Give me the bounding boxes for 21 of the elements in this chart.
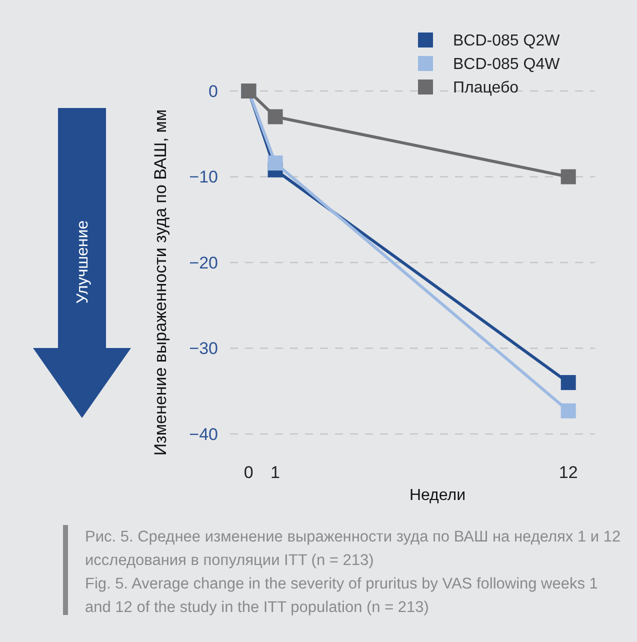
point xyxy=(268,109,283,124)
caption: Fig. 5. Average change in the severity of pruritus by VAS following weeks 1 and 12 of the study in the ITT population (n = 213) xyxy=(85,575,598,616)
x-tick-label: 0 xyxy=(244,462,254,482)
x-axis-title: Недели xyxy=(409,487,466,504)
y-tick-label: −20 xyxy=(189,253,218,272)
x-tick-label: 12 xyxy=(558,462,578,482)
y-tick-label: −10 xyxy=(189,168,218,187)
x-tick-label: 1 xyxy=(270,462,280,482)
text: Улучшение xyxy=(74,220,92,304)
y-tick-label: −30 xyxy=(189,339,218,358)
legend-label: Плацебо xyxy=(453,80,519,97)
point xyxy=(560,375,576,390)
y-tick-label: 0 xyxy=(208,82,218,101)
y-tick-label: −40 xyxy=(189,424,218,444)
point xyxy=(268,156,283,171)
point xyxy=(560,169,576,184)
legend-label: BCD-085 Q4W xyxy=(453,56,561,74)
legend-label: BCD-085 Q2W xyxy=(453,32,561,50)
text: Рис. 5. Среднее изменение выраженности зуда по ВАШ на неделях 1 и 12 исследования в популяции ITT (n = 213) xyxy=(85,528,621,569)
y-axis-title: Изменение выраженности зуда по ВАШ, мм xyxy=(150,109,170,456)
point xyxy=(560,403,576,418)
